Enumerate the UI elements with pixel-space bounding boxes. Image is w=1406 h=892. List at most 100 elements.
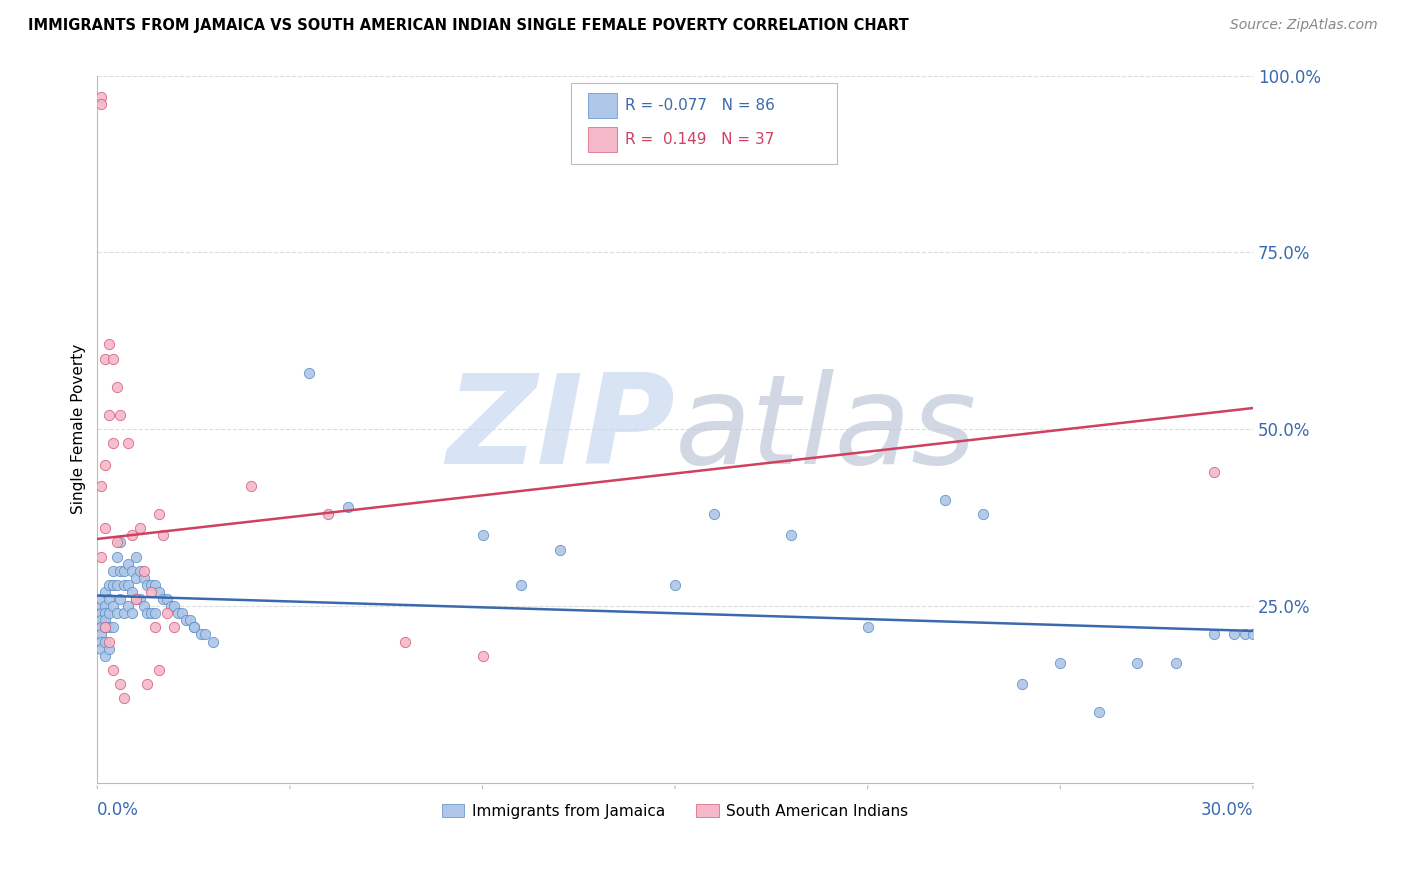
Point bbox=[183, 620, 205, 634]
Point bbox=[94, 521, 117, 535]
Point bbox=[94, 585, 117, 599]
Point bbox=[1011, 677, 1033, 691]
Point bbox=[128, 592, 150, 607]
Point bbox=[90, 599, 112, 614]
Point bbox=[183, 620, 205, 634]
Point bbox=[97, 578, 120, 592]
Point bbox=[1241, 627, 1264, 641]
Point bbox=[136, 677, 159, 691]
Point bbox=[190, 627, 212, 641]
Point bbox=[548, 542, 571, 557]
Point bbox=[125, 571, 148, 585]
Point bbox=[117, 557, 139, 571]
Point bbox=[934, 493, 956, 508]
Point bbox=[94, 634, 117, 648]
Point bbox=[156, 606, 179, 620]
Point bbox=[97, 620, 120, 634]
Text: R =  0.149   N = 37: R = 0.149 N = 37 bbox=[626, 132, 775, 147]
FancyBboxPatch shape bbox=[571, 83, 837, 164]
Point bbox=[1234, 627, 1257, 641]
Point bbox=[148, 585, 170, 599]
Point bbox=[143, 620, 166, 634]
Point bbox=[90, 89, 112, 103]
Point bbox=[132, 599, 155, 614]
Point bbox=[779, 528, 801, 542]
Text: R = -0.077   N = 86: R = -0.077 N = 86 bbox=[626, 98, 775, 113]
Point bbox=[143, 578, 166, 592]
Point bbox=[336, 500, 359, 515]
Point bbox=[101, 663, 124, 677]
Point bbox=[148, 507, 170, 521]
Point bbox=[94, 599, 117, 614]
Point bbox=[194, 627, 217, 641]
Point bbox=[159, 599, 181, 614]
Point bbox=[101, 620, 124, 634]
Point bbox=[90, 627, 112, 641]
Point bbox=[136, 606, 159, 620]
FancyBboxPatch shape bbox=[589, 93, 617, 118]
Point bbox=[152, 528, 174, 542]
Point bbox=[174, 613, 197, 627]
Point bbox=[101, 564, 124, 578]
Point bbox=[156, 592, 179, 607]
Point bbox=[94, 648, 117, 663]
Point bbox=[94, 613, 117, 627]
Point bbox=[318, 507, 340, 521]
Point bbox=[94, 620, 117, 634]
Point bbox=[90, 620, 112, 634]
Point bbox=[97, 641, 120, 656]
Point bbox=[112, 578, 135, 592]
Point bbox=[110, 592, 132, 607]
Point bbox=[101, 436, 124, 450]
Point bbox=[97, 592, 120, 607]
Point bbox=[298, 366, 321, 380]
Point bbox=[163, 599, 186, 614]
Point bbox=[1087, 706, 1109, 720]
Point bbox=[97, 606, 120, 620]
Point bbox=[163, 620, 186, 634]
Point bbox=[1204, 627, 1226, 641]
Point bbox=[110, 408, 132, 422]
Legend: Immigrants from Jamaica, South American Indians: Immigrants from Jamaica, South American … bbox=[436, 797, 915, 825]
Point bbox=[110, 535, 132, 549]
Point bbox=[94, 458, 117, 472]
Point bbox=[125, 549, 148, 564]
Point bbox=[112, 606, 135, 620]
Point bbox=[110, 564, 132, 578]
Point bbox=[97, 634, 120, 648]
Point bbox=[1204, 465, 1226, 479]
Y-axis label: Single Female Poverty: Single Female Poverty bbox=[72, 344, 86, 515]
Point bbox=[101, 351, 124, 366]
Point bbox=[105, 606, 128, 620]
Point bbox=[105, 380, 128, 394]
Point bbox=[117, 578, 139, 592]
Point bbox=[121, 564, 143, 578]
Point bbox=[132, 564, 155, 578]
Point bbox=[125, 592, 148, 607]
Point bbox=[132, 571, 155, 585]
Point bbox=[240, 479, 263, 493]
Point bbox=[1164, 656, 1187, 670]
Point bbox=[90, 479, 112, 493]
Point bbox=[105, 549, 128, 564]
Point bbox=[172, 606, 194, 620]
Point bbox=[856, 620, 879, 634]
Point bbox=[90, 96, 112, 111]
Point bbox=[121, 528, 143, 542]
Text: Source: ZipAtlas.com: Source: ZipAtlas.com bbox=[1230, 18, 1378, 32]
Point bbox=[112, 564, 135, 578]
Point bbox=[97, 337, 120, 351]
Point bbox=[510, 578, 533, 592]
Point bbox=[1049, 656, 1071, 670]
Point bbox=[664, 578, 686, 592]
Point bbox=[105, 535, 128, 549]
Point bbox=[201, 634, 224, 648]
Point bbox=[97, 408, 120, 422]
Point bbox=[141, 578, 163, 592]
Point bbox=[101, 599, 124, 614]
Point bbox=[117, 436, 139, 450]
Point bbox=[94, 606, 117, 620]
Point bbox=[90, 634, 112, 648]
Text: 30.0%: 30.0% bbox=[1201, 801, 1253, 819]
Point bbox=[121, 606, 143, 620]
